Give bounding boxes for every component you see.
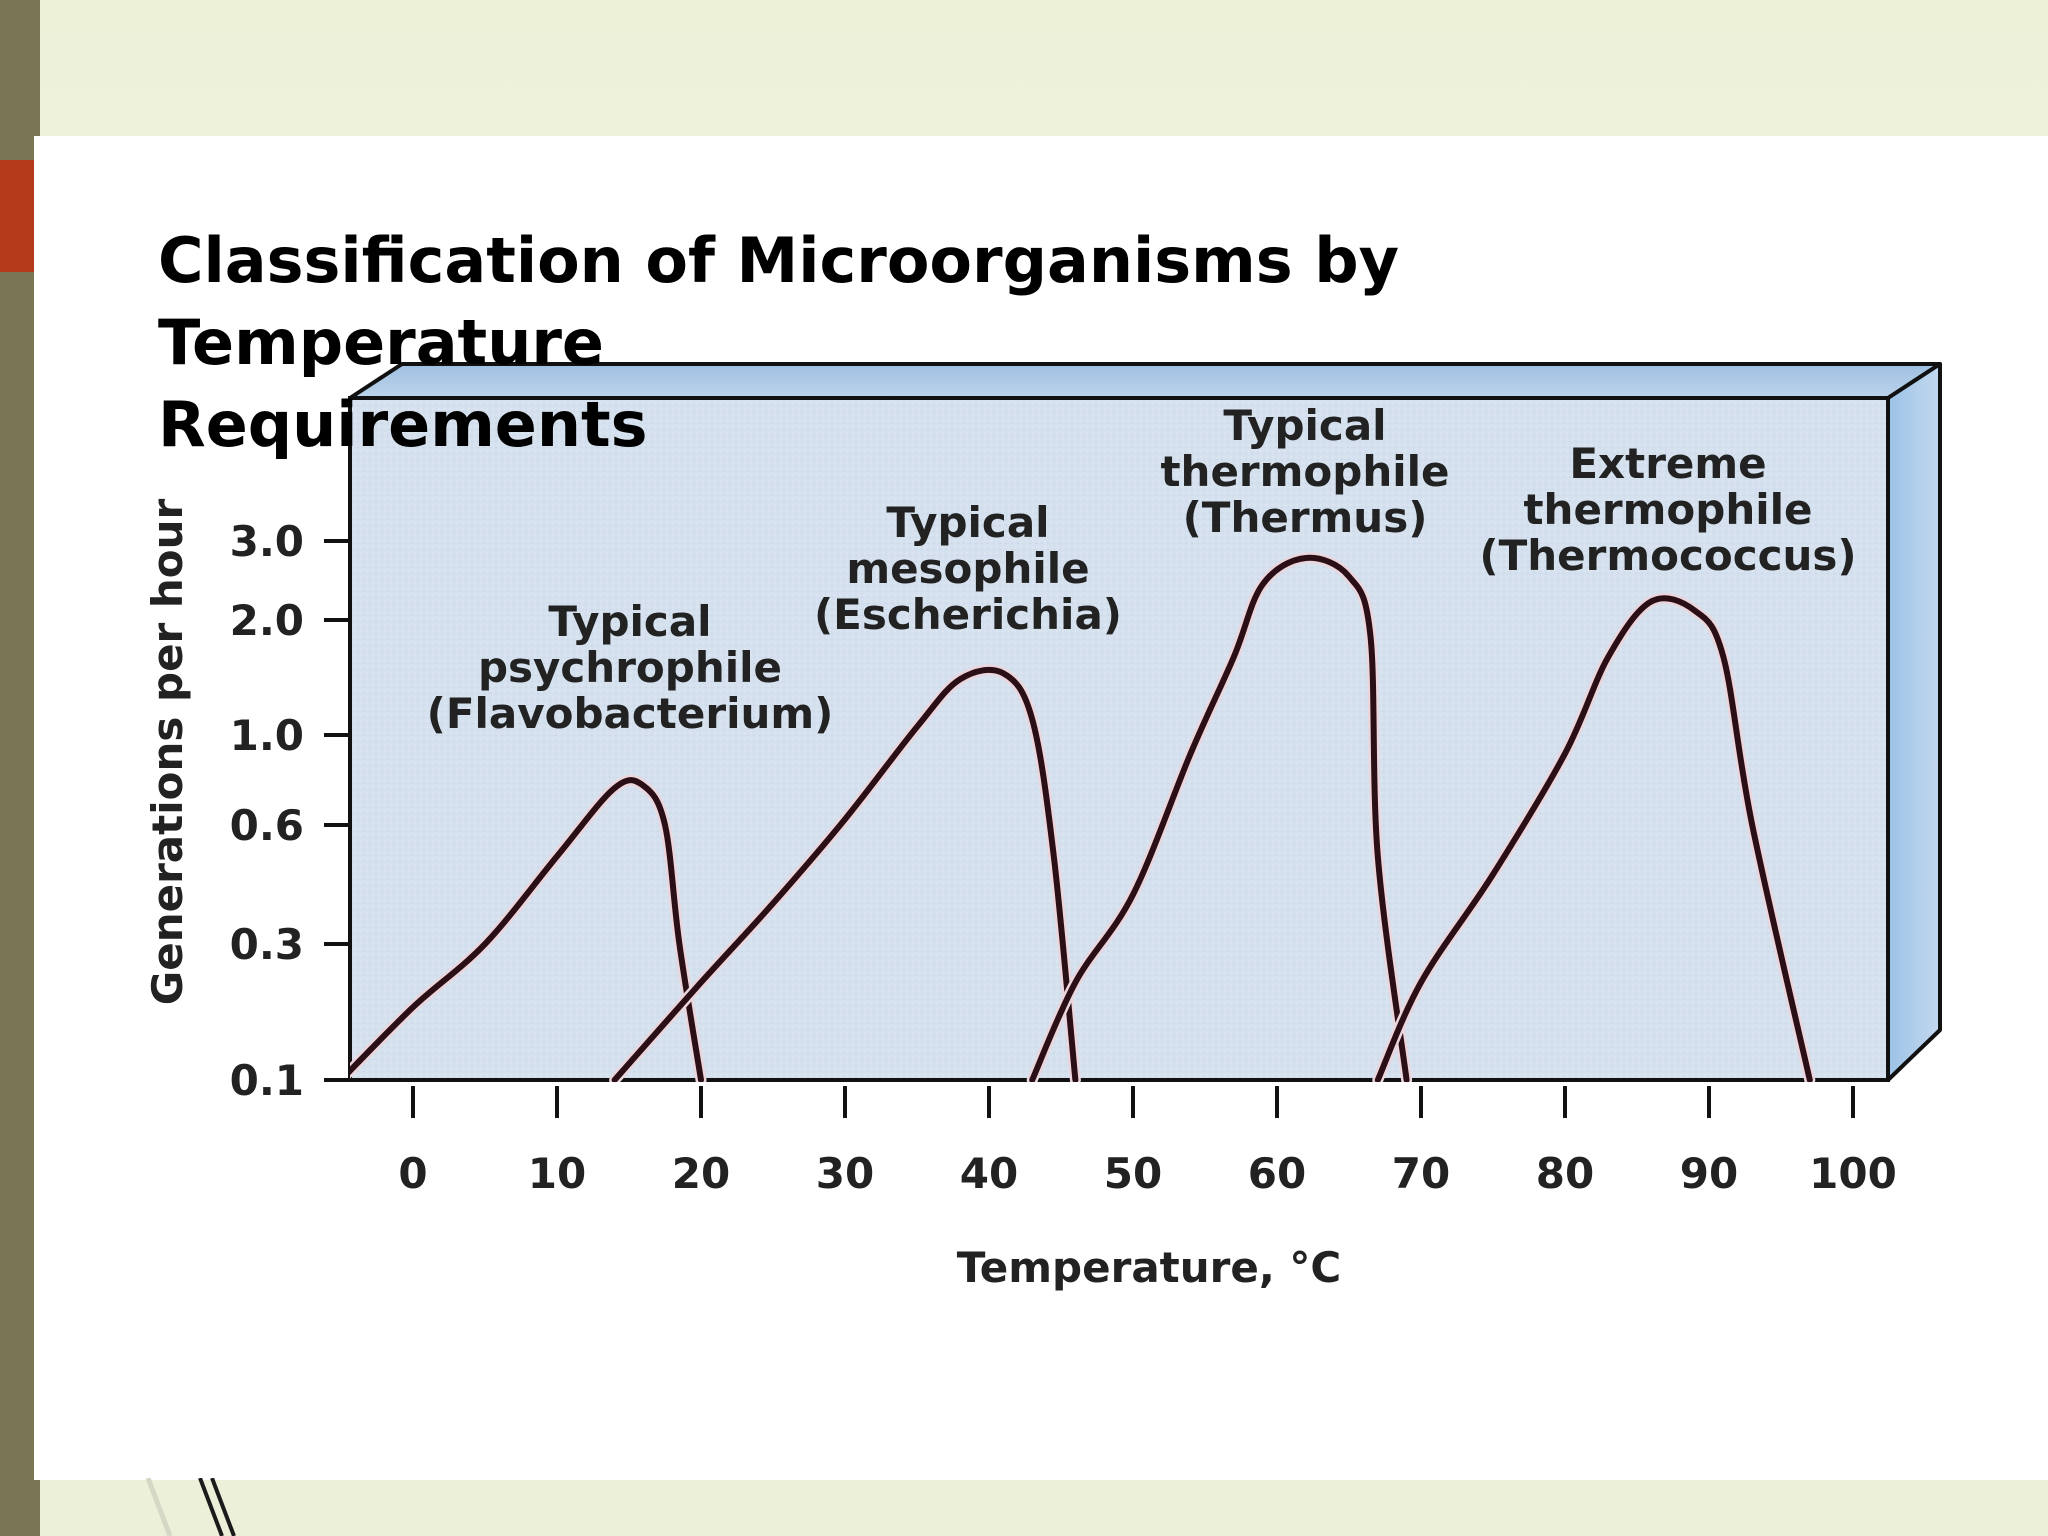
x-tick-label: 90 — [1680, 1149, 1738, 1198]
y-tick-label: 2.0 — [230, 596, 304, 645]
psychrophile-label-line: Typical — [548, 597, 711, 646]
x-tick-label: 30 — [816, 1149, 874, 1198]
left-accent-marker — [0, 160, 34, 272]
growth-curves — [350, 552, 1816, 1082]
thermophile-label-line: thermophile — [1160, 447, 1449, 496]
mesophile-curve — [611, 666, 1079, 1082]
psychrophile-curve — [350, 777, 704, 1082]
x-tick-label: 80 — [1536, 1149, 1594, 1198]
x-tick-label: 10 — [528, 1149, 586, 1198]
psychrophile-label-line: psychrophile — [478, 643, 782, 692]
y-axis-title: Generations per hour — [143, 498, 192, 1005]
x-tick-label: 0 — [398, 1149, 427, 1198]
thermophile-curve — [1029, 554, 1410, 1082]
chart-box-side-face — [1886, 362, 1942, 1082]
extreme-thermophile-curve — [1374, 595, 1813, 1082]
thermophile-label-line: Typical — [1223, 401, 1386, 450]
x-tick-label: 40 — [960, 1149, 1018, 1198]
thermophile-label-line: (Thermus) — [1183, 493, 1428, 542]
x-tick-label: 70 — [1392, 1149, 1450, 1198]
y-tick-label: 1.0 — [230, 711, 304, 760]
y-tick-label: 3.0 — [230, 517, 304, 566]
x-axis-title: Temperature, °C — [957, 1243, 1342, 1292]
extreme-thermophile-label-line: Extreme — [1569, 439, 1766, 488]
mesophile-label-line: mesophile — [846, 544, 1089, 593]
plot-texture — [352, 400, 1886, 1078]
y-tick-label: 0.6 — [230, 801, 304, 850]
mesophile-label-line: Typical — [886, 498, 1049, 547]
y-axis-ticks: 0.1 0.3 0.6 1.0 2.0 3.0 — [230, 517, 350, 1105]
extreme-thermophile-label-line: (Thermococcus) — [1479, 531, 1856, 580]
decorative-slash-marks — [145, 1478, 236, 1536]
x-tick-label: 60 — [1248, 1149, 1306, 1198]
slide-title: Classification of Microorganisms by Temp… — [158, 224, 1399, 461]
x-tick-label: 100 — [1809, 1149, 1897, 1198]
mesophile-label-line: (Escherichia) — [814, 590, 1122, 639]
y-tick-label: 0.1 — [230, 1056, 304, 1105]
psychrophile-label-line: (Flavobacterium) — [427, 689, 834, 738]
x-axis-ticks: 0 10 20 30 40 50 60 70 80 90 100 — [398, 1086, 1897, 1198]
x-tick-label: 50 — [1104, 1149, 1162, 1198]
series-labels: Typicalpsychrophile(Flavobacterium)Typic… — [427, 401, 1857, 738]
y-tick-label: 0.3 — [230, 920, 304, 969]
extreme-thermophile-label-line: thermophile — [1523, 485, 1812, 534]
x-tick-label: 20 — [672, 1149, 730, 1198]
